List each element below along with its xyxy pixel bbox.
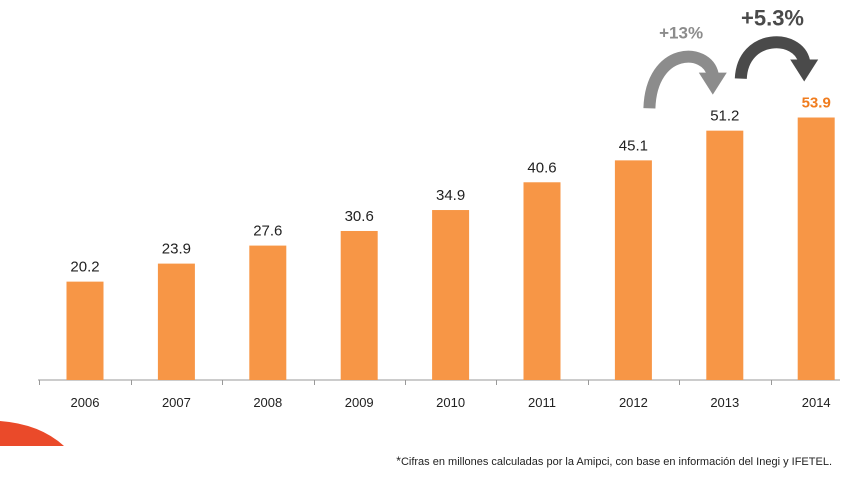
value-label-2011: 40.6 (527, 159, 556, 176)
value-label-2008: 27.6 (253, 223, 282, 240)
x-axis (38, 379, 840, 385)
growth-arrowhead-1 (698, 72, 727, 95)
growth-label-2: +5.3% (741, 6, 804, 31)
bar-2012 (614, 160, 652, 380)
growth-arrow-2 (734, 36, 811, 80)
footnote-star: * (396, 454, 401, 468)
growth-annotation-2: +5.3% (734, 6, 819, 82)
x-tick-label-2009: 2009 (345, 395, 374, 410)
x-tick-label-2010: 2010 (436, 395, 465, 410)
x-tick-labels: 2006 2007 2008 2009 2010 2011 2012 2013 2014 (71, 395, 831, 410)
value-label-2012: 45.1 (619, 137, 648, 154)
x-tick-label-2012: 2012 (619, 395, 648, 410)
bar-2006 (66, 281, 104, 380)
bar-2014 (797, 117, 835, 380)
bars (66, 117, 835, 380)
bar-2009 (340, 230, 378, 380)
x-tick-label-2007: 2007 (162, 395, 191, 410)
growth-annotation-1: +13% (643, 24, 727, 109)
value-label-2010: 34.9 (436, 187, 465, 204)
growth-label-1: +13% (659, 24, 703, 43)
x-tick-label-2011: 2011 (528, 395, 556, 410)
x-tick-label-2013: 2013 (710, 395, 739, 410)
value-label-2013: 51.2 (710, 108, 739, 125)
footnote-text: Cifras en millones calculadas por la Ami… (400, 456, 832, 468)
value-label-2009: 30.6 (345, 208, 374, 225)
growth-annotations: +13% +5.3% (643, 6, 819, 109)
footnote: *Cifras en millones calculadas por la Am… (396, 454, 832, 468)
value-label-2007: 23.9 (162, 241, 191, 258)
value-label-2014: 53.9 (802, 95, 831, 112)
x-tick-label-2008: 2008 (253, 395, 282, 410)
bar-2010 (432, 210, 470, 380)
value-labels: 20.2 23.9 27.6 30.6 34.9 40.6 45.1 51.2 53.9 (70, 95, 830, 276)
growth-arrowhead-2 (790, 59, 819, 82)
bar-2013 (706, 130, 744, 380)
x-tick-label-2014: 2014 (802, 395, 831, 410)
x-tick-label-2006: 2006 (71, 395, 100, 410)
bar-2007 (157, 263, 195, 380)
corner-decoration (0, 421, 64, 446)
growth-arrow-1 (643, 50, 719, 109)
value-label-2006: 20.2 (70, 259, 99, 276)
bar-2008 (249, 245, 287, 380)
bar-2011 (523, 182, 561, 380)
